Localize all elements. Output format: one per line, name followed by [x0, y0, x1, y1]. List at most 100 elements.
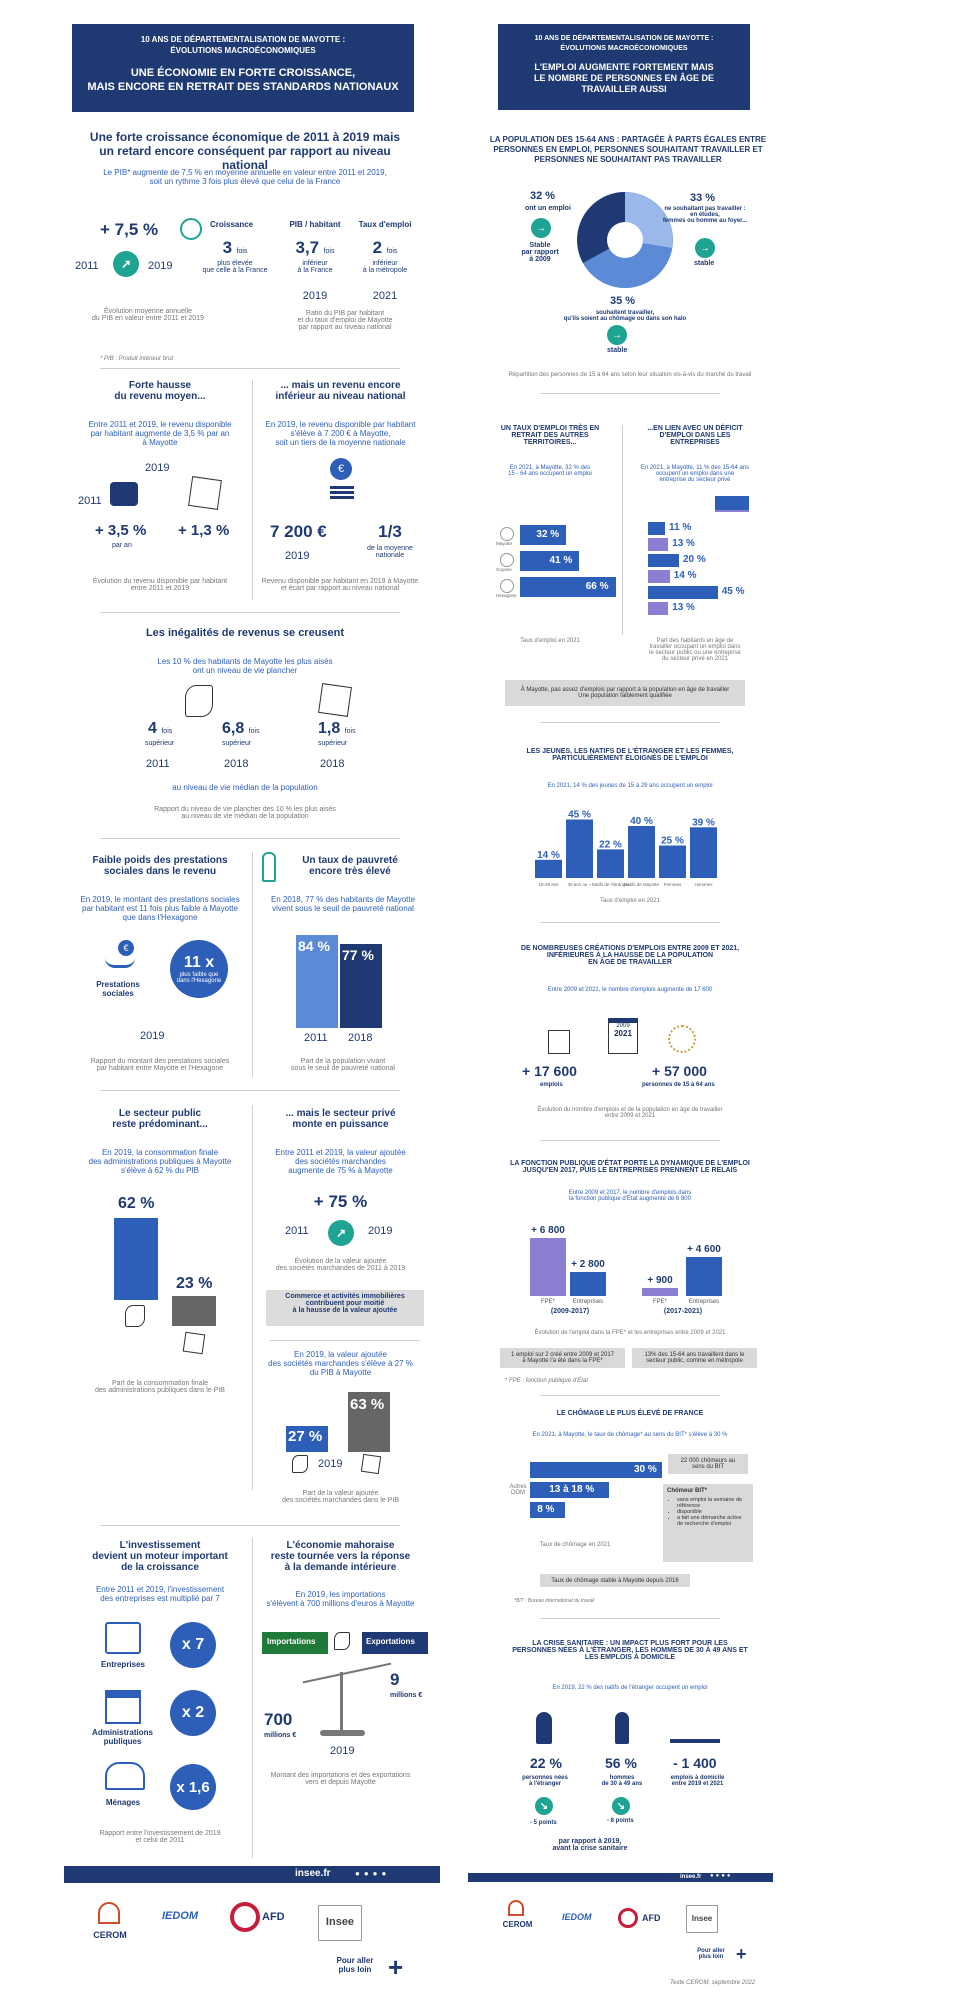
r7-title: LA CRISE SANITAIRE : UN IMPACT PLUS FORT… — [512, 1640, 748, 1661]
s2a-year-2019: 2019 — [145, 462, 170, 474]
s3-c-val: 1,8 — [318, 720, 341, 737]
social-icons[interactable]: ●●●● — [355, 1869, 391, 1878]
s1-growth-caption: Évolution moyenne annuelle du PIB en val… — [92, 308, 204, 322]
money-bag-icon — [110, 482, 138, 506]
r2a-bar-label: Mayotte — [496, 541, 513, 546]
r5-bar-label: Entreprises — [572, 1299, 604, 1305]
r6-footnote: *BIT : Bureau international du travail — [514, 1598, 595, 1604]
r3-bar — [566, 819, 593, 878]
s4b-v2: 77 % — [342, 947, 374, 963]
r5-text: Entre 2009 et 2017, le nombre d'emplois … — [568, 1190, 692, 1202]
r6-def-3: a fait une démarche active de recherche … — [677, 1515, 749, 1527]
s5b-caption: Évolution de la valeur ajoutée des socié… — [275, 1258, 406, 1272]
s6a-circle-3: x 1,6 — [170, 1764, 216, 1810]
r3-bar-label: 15-29 ans — [538, 882, 559, 887]
social-icons[interactable]: ●●●● — [710, 1873, 733, 1879]
r7-v3: - 1 400 — [673, 1755, 717, 1771]
r1-caption: Répartition des personnes de 15 à 64 ans… — [508, 372, 752, 378]
s4b-caption: Part de la population vivant sous le seu… — [291, 1058, 395, 1072]
s4a-year: 2019 — [140, 1030, 165, 1042]
mayotte-map-icon — [334, 1632, 350, 1650]
cerom-logo: CEROM — [93, 1930, 127, 1940]
r6-bar — [530, 1482, 610, 1498]
r5-period-2: (2017-2021) — [663, 1308, 703, 1315]
s5a-v1: 62 % — [118, 1195, 155, 1212]
s4a-caption: Rapport du montant des prestations socia… — [90, 1058, 230, 1072]
s1-croissance-label: Croissance — [210, 220, 254, 229]
r2b-bar — [648, 586, 718, 599]
r5-caption: Évolution de l'emploi dans la FPE* et le… — [534, 1330, 726, 1336]
s6b-exports-arrow: Exportations — [362, 1632, 428, 1654]
s4a-circle-value: 11 x — [183, 954, 215, 971]
s3-b-year: 2018 — [224, 758, 249, 770]
left-more-link[interactable]: Pour aller plus loin — [336, 1956, 374, 1974]
r6-caption: Taux de chômage en 2021 — [539, 1542, 611, 1548]
home-workers-icon — [670, 1715, 720, 1743]
magnifier-icon — [180, 218, 202, 240]
hand-icon — [105, 958, 135, 968]
r3-bar — [597, 849, 624, 878]
r2b-bar-value: 20 % — [683, 554, 706, 565]
s1-emploi-year: 2021 — [372, 290, 398, 302]
s1-croissance-val: 3 — [222, 238, 233, 257]
s6a-circle-1: x 7 — [170, 1622, 216, 1668]
stable-arrow-icon: → — [531, 218, 551, 238]
man-icon — [615, 1712, 629, 1744]
r4-caption: Évolution du nombre d'emplois et de la p… — [537, 1107, 723, 1119]
s4b-title: Un taux de pauvreté encore très élevé — [302, 855, 398, 877]
territory-icon — [500, 527, 514, 541]
r5-bar-label: FPE* — [540, 1299, 555, 1305]
scale-stand — [340, 1672, 343, 1732]
divider — [540, 1395, 720, 1396]
r5-box-2: 13% des 15-64 ans travaillent dans le se… — [632, 1348, 757, 1368]
r3-bar — [628, 826, 655, 878]
territory-icon — [500, 553, 514, 567]
r2b-bar-value: 11 % — [669, 522, 692, 533]
divider — [540, 1618, 720, 1619]
s1-pib-val: 3,7 — [295, 238, 320, 257]
r3-caption: Taux d'emploi en 2021 — [600, 898, 660, 904]
scale-icon — [302, 1662, 392, 1684]
right-more-link[interactable]: Pour aller plus loin — [697, 1948, 725, 1960]
iedom-logo: IEDOM — [161, 1910, 199, 1922]
s2a-v2: + 1,3 % — [178, 522, 230, 539]
shop-icon — [105, 1622, 141, 1654]
r4-year-2021: 2021 — [614, 1029, 632, 1038]
r2b-bar-value: 13 % — [672, 538, 695, 549]
poverty-bar-2011 — [296, 935, 338, 1028]
r1-a-sub: ont un emploi — [525, 205, 571, 212]
r2b-title: ...EN LIEN AVEC UN DÉFICIT D'EMPLOI DANS… — [647, 425, 743, 446]
plus-icon[interactable]: + — [388, 1952, 404, 1982]
r4-text: Entre 2009 et 2021, le nombre d'emplois … — [547, 987, 713, 993]
right-header-sub: 10 ANS DE DÉPARTEMENTALISATION DE MAYOTT… — [534, 35, 714, 52]
s4b-year-2018: 2018 — [348, 1032, 373, 1044]
r5-bar-value: + 2 800 — [571, 1259, 605, 1271]
left-header-sub: 10 ANS DE DÉPARTEMENTALISATION DE MAYOTT… — [140, 35, 346, 55]
s1-pib-year: 2019 — [302, 290, 328, 302]
scale-base — [320, 1730, 365, 1736]
down-arrow-icon: ↘ — [535, 1797, 553, 1815]
divider — [270, 1340, 420, 1341]
va-bar-mayotte — [286, 1426, 328, 1452]
right-header: 10 ANS DE DÉPARTEMENTALISATION DE MAYOTT… — [498, 24, 750, 110]
s5b-text: Entre 2011 et 2019, la valeur ajoutée de… — [275, 1148, 406, 1175]
r5-bar — [686, 1256, 722, 1296]
r2b-bar — [648, 554, 679, 567]
r3-bar-value: 25 % — [661, 836, 684, 847]
r3-bar-label: Hommes — [694, 882, 713, 887]
plus-icon[interactable]: + — [736, 1944, 747, 1964]
r1-c: 35 % — [610, 295, 636, 307]
s5b-box: Commerce et activités immobilières contr… — [266, 1290, 424, 1326]
institution-icon — [105, 1690, 141, 1724]
right-cerom-logo: CEROM — [502, 1920, 533, 1929]
right-footer-url[interactable]: insee.fr — [680, 1874, 702, 1880]
s5b-year-2019: 2019 — [368, 1225, 393, 1237]
s1-growth: + 7,5 % — [100, 220, 159, 239]
s5a-title: Le secteur public reste prédominant... — [112, 1108, 208, 1130]
vertical-divider — [252, 852, 253, 1077]
r2a-bar-value: 66 % — [585, 581, 609, 592]
france-map-icon — [360, 1453, 382, 1475]
r2b-bar — [648, 538, 669, 551]
s1-year-2019: 2019 — [148, 260, 173, 272]
left-footer-url[interactable]: insee.fr — [295, 1868, 331, 1879]
